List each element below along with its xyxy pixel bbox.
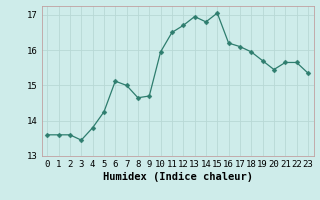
X-axis label: Humidex (Indice chaleur): Humidex (Indice chaleur) bbox=[103, 172, 252, 182]
